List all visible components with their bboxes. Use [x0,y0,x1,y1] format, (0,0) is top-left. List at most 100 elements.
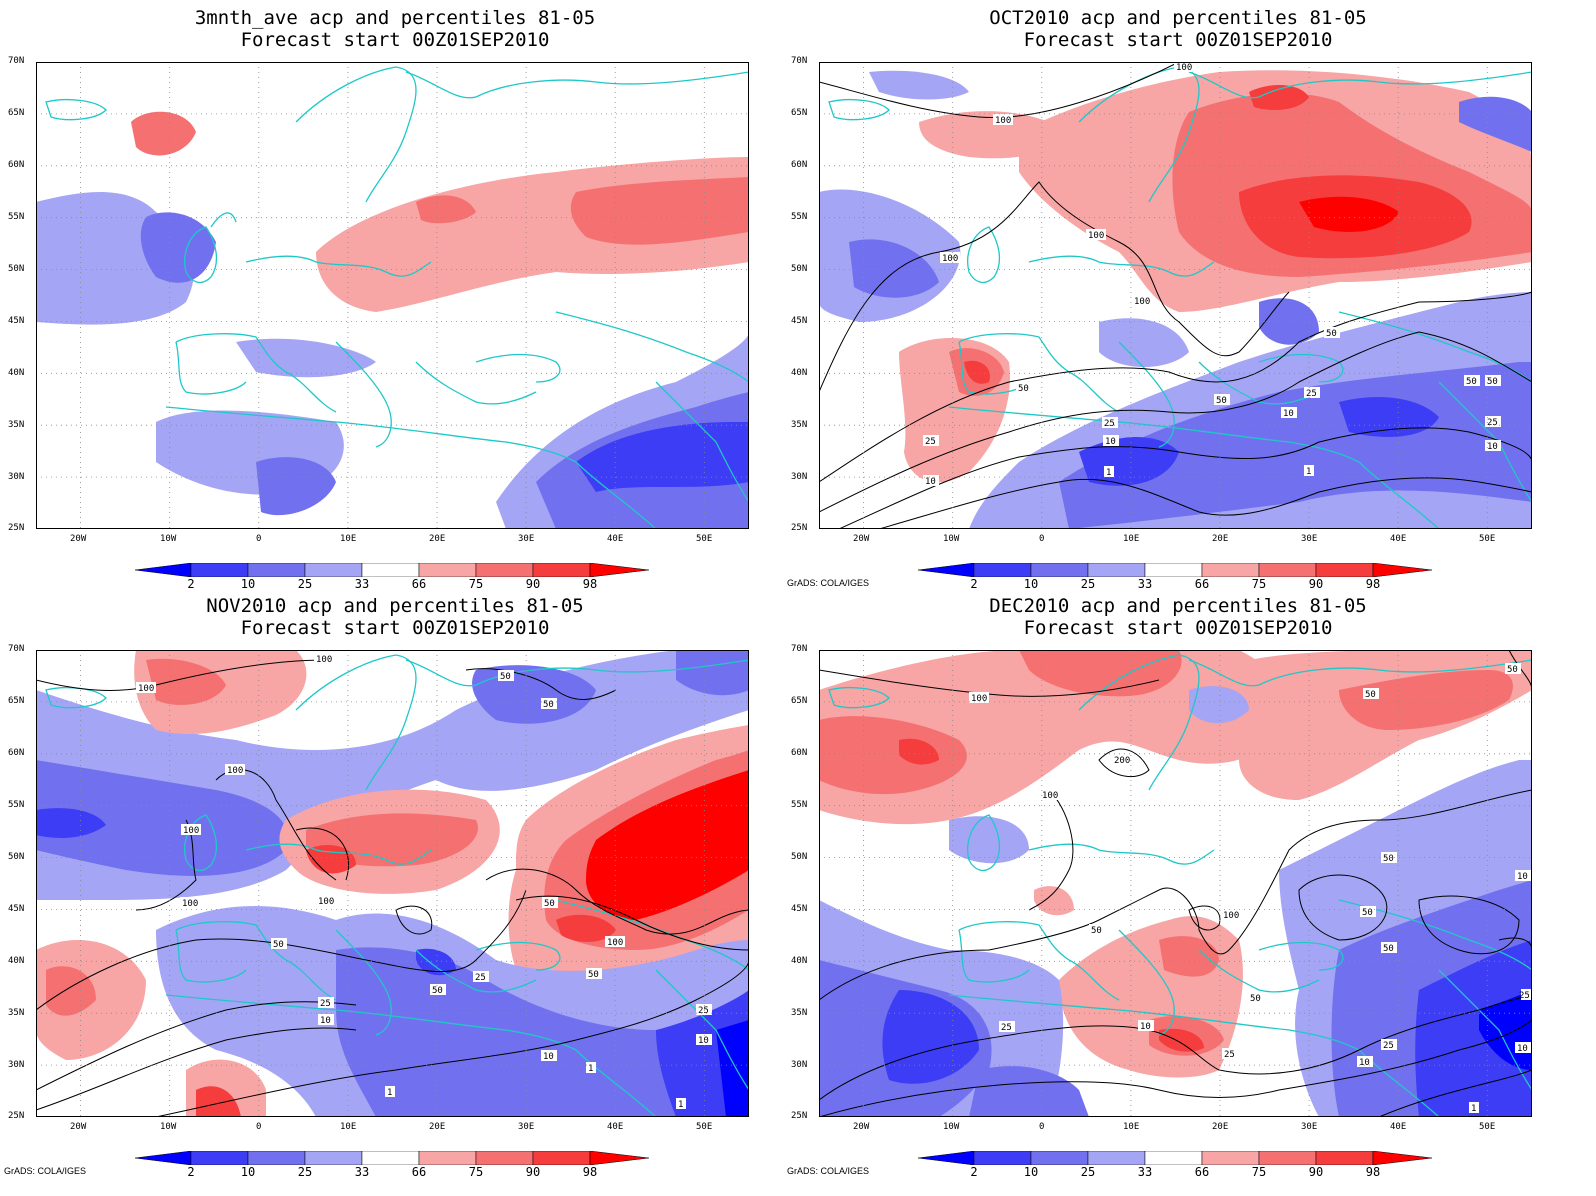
lat-label: 40N [791,956,808,966]
lon-label: 10W [160,534,177,544]
colorbar-label: 33 [1137,1165,1153,1179]
lat-label: 45N [8,904,25,914]
colorbar-label: 66 [1194,1165,1210,1179]
lon-label: 30E [1301,534,1318,544]
colorbar-label: 33 [354,577,370,591]
contour-label: 25 [1306,389,1317,399]
lat-label: 55N [791,212,808,222]
contour-label: 50 [273,940,284,950]
lon-label: 10W [160,1122,177,1132]
panel-dec2010: DEC2010 acp and percentiles 81-05 Foreca… [783,588,1573,1186]
lon-label: 40E [1390,1122,1407,1132]
contour-label: 10 [1359,1058,1370,1068]
contour-label: 10 [1517,1044,1528,1054]
lat-label: 25N [791,523,808,533]
contour-label: 1 [588,1064,593,1074]
lat-label: 60N [791,160,808,170]
grads-credit: GrADS: COLA/IGES [787,1166,870,1176]
panel-subtitle: Forecast start 00Z01SEP2010 [1023,29,1333,51]
contour-label: 50 [1383,944,1394,954]
colorbar-label: 66 [411,577,427,591]
colorbar-label: 75 [1251,1165,1267,1179]
lat-label: 70N [791,56,808,66]
contour-label: 50 [1507,665,1518,675]
colorbar-label: 10 [240,1165,256,1179]
contour-label: 10 [925,477,936,487]
lon-label: 40E [607,1122,624,1132]
lon-label: 10E [340,1122,357,1132]
colorbar-label: 98 [582,1165,598,1179]
contour-label: 100 [227,766,243,776]
panel-title: 3mnth_ave acp and percentiles 81-05 [194,7,596,29]
lat-label: 65N [791,108,808,118]
colorbar-label: 25 [1080,1165,1096,1179]
contour-label: 1 [1471,1104,1476,1114]
colorbar: 2 10 25 33 66 75 90 98 [135,563,655,599]
contour-label: 10 [1140,1022,1151,1032]
lat-label: 45N [791,904,808,914]
lat-label: 25N [8,523,25,533]
lat-label: 55N [791,800,808,810]
panel-title: DEC2010 acp and percentiles 81-05 [989,595,1367,617]
panel-subtitle: Forecast start 00Z01SEP2010 [240,29,550,51]
colorbar: 2 10 25 33 66 75 90 98 [135,1151,655,1187]
grads-credit: GrADS: COLA/IGES [4,1166,87,1176]
panel-subtitle: Forecast start 00Z01SEP2010 [240,617,550,639]
lat-label: 45N [8,316,25,326]
lat-label: 70N [791,644,808,654]
contour-label: 10 [1517,872,1528,882]
colorbar-label: 2 [970,1165,978,1179]
panel-title: OCT2010 acp and percentiles 81-05 [989,7,1367,29]
lat-label: 55N [8,212,25,222]
map-plot-area: 100 200 100 100 50 50 50 50 50 50 50 25 … [819,650,1532,1117]
contour-label: 50 [432,986,443,996]
lat-label: 50N [791,264,808,274]
contour-label: 50 [1216,396,1227,406]
contour-label: 10 [1487,442,1498,452]
colorbar-label: 10 [1023,1165,1039,1179]
lon-label: 20W [70,534,87,544]
colorbar-label: 75 [468,577,484,591]
contour-label: 50 [1365,690,1376,700]
lon-label: 0 [256,534,262,544]
contour-label: 25 [475,973,486,983]
lat-label: 50N [8,264,25,274]
lat-label: 50N [791,852,808,862]
lon-label: 30E [518,534,535,544]
map-svg: 100 100 100 100 100 50 50 50 50 50 25 25… [819,62,1532,529]
lon-label: 10W [943,534,960,544]
panel-title: NOV2010 acp and percentiles 81-05 [206,595,584,617]
lon-label: 20E [1212,1122,1229,1132]
lon-label: 50E [696,1122,713,1132]
lon-label: 40E [607,534,624,544]
lat-label: 40N [8,956,25,966]
lat-label: 35N [791,1008,808,1018]
contour-label: 100 [182,899,198,909]
contour-label: 25 [1383,1041,1394,1051]
lat-label: 45N [791,316,808,326]
contour-label: 50 [1018,384,1029,394]
colorbar-label: 10 [1023,577,1039,591]
lat-label: 35N [8,420,25,430]
contour-label: 1 [1106,468,1111,478]
contour-label: 50 [1091,926,1102,936]
colorbar-label: 66 [411,1165,427,1179]
contour-label: 100 [995,116,1011,126]
contour-label: 50 [1383,854,1394,864]
map-plot-area: 100 100 100 100 100 100 100 50 50 50 50 … [36,650,749,1117]
lat-label: 30N [8,1060,25,1070]
colorbar-label: 10 [240,577,256,591]
lat-label: 25N [8,1111,25,1121]
contour-label: 50 [1466,377,1477,387]
colorbar-label: 98 [1365,1165,1381,1179]
lat-label: 40N [791,368,808,378]
colorbar-label: 25 [1080,577,1096,591]
colorbar-svg [135,563,650,577]
colorbar-label: 75 [468,1165,484,1179]
lon-label: 30E [1301,1122,1318,1132]
colorbar-label: 2 [187,577,195,591]
lat-label: 65N [8,696,25,706]
contour-label: 100 [1134,297,1150,307]
lat-label: 60N [791,748,808,758]
contour-label: 50 [1362,908,1373,918]
